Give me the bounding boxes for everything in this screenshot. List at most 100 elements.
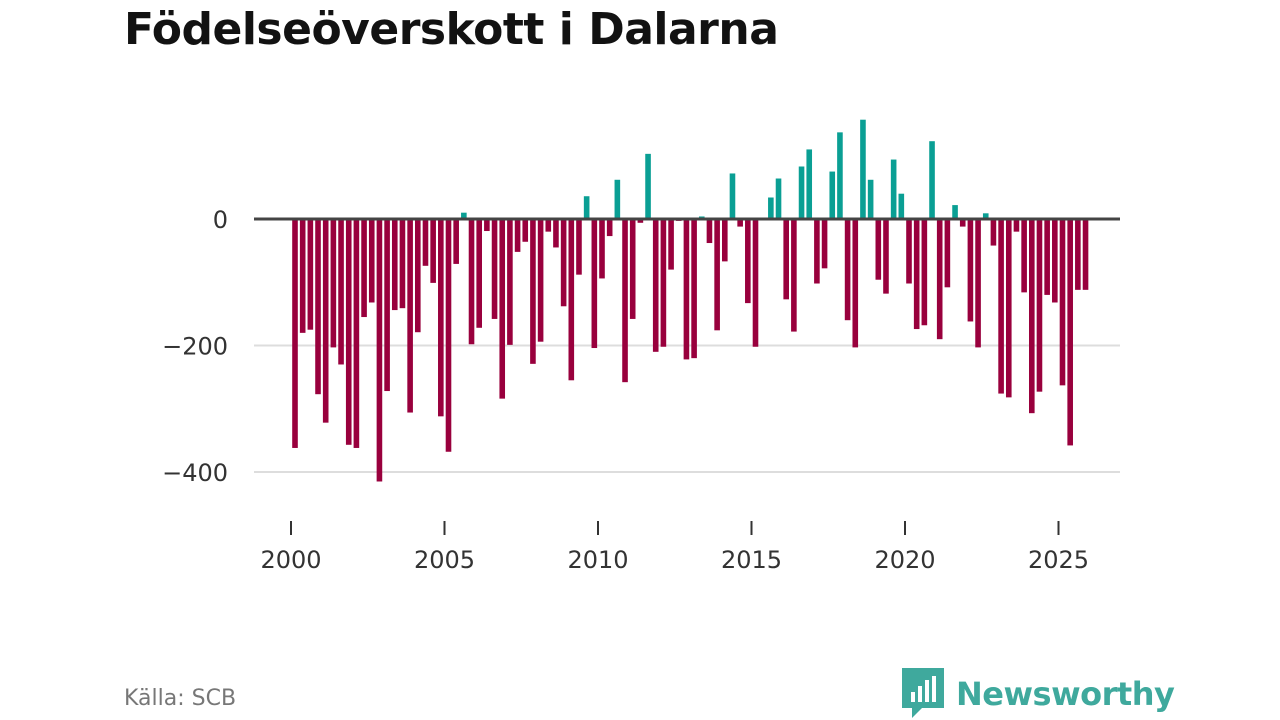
bar [1082,219,1089,290]
x-tick-label: 2015 [721,546,782,574]
bar [652,219,659,352]
gridlines [254,344,1120,473]
x-tick-label: 2005 [414,546,475,574]
bar [391,219,398,311]
bar [407,219,413,413]
bar [745,219,751,304]
bar [530,219,536,364]
bar [361,219,367,318]
x-tick-label: 2025 [1028,546,1089,574]
bar [1029,219,1035,414]
bar [1044,219,1050,295]
bar [982,213,989,219]
bar [798,166,805,219]
bar [376,219,383,482]
bar [614,179,621,219]
y-tick-label: −200 [162,333,228,361]
bar [606,219,613,237]
bar [399,219,406,309]
bar [576,219,582,275]
bar [599,219,605,279]
bar [553,219,559,248]
brand-name: Newsworthy [956,675,1175,713]
bar [860,119,866,219]
bar [660,219,667,347]
y-tick-label: 0 [213,206,228,234]
bar [299,219,306,333]
bar [944,219,951,288]
bar [1036,219,1043,392]
bar [338,219,344,365]
bar [384,219,390,392]
bar [844,219,851,321]
bar [998,219,1004,394]
bar [691,219,697,359]
bar [315,219,321,395]
bar [568,219,575,381]
bar [814,219,820,284]
bar [936,219,943,340]
bar [583,196,590,219]
source-note: Källa: SCB [124,686,237,711]
bar [445,219,452,452]
bar [1021,219,1027,293]
bar [353,219,360,448]
bar [791,219,797,332]
bar [706,219,713,244]
bar [1067,219,1073,446]
bar [545,219,552,232]
bar [737,219,743,227]
bar [453,219,459,264]
bar [821,219,828,269]
bar [959,219,966,227]
chart-title: Födelseöverskott i Dalarna [124,4,779,55]
bar [783,219,789,300]
bar [292,219,298,448]
bar [913,219,920,330]
bar-chart-icon [902,668,944,718]
bar [890,159,897,219]
bar [768,197,774,219]
bar [468,219,475,345]
bar [990,219,997,246]
bar [560,219,567,307]
bar [514,219,521,252]
bars [292,119,1089,482]
bar [484,219,490,232]
bar [875,219,882,280]
y-tick-label: −400 [162,459,228,487]
bar [368,219,375,303]
bar [330,219,337,348]
bar [975,219,981,348]
bar [722,219,728,262]
bar [806,149,813,219]
bar [537,219,544,342]
x-tick-label: 2000 [260,546,321,574]
bar [422,219,429,266]
bar [829,171,836,219]
x-tick-label: 2010 [567,546,628,574]
bar [1052,219,1058,303]
y-axis: 0 −200 −400 [162,206,228,487]
bar [438,219,444,417]
bar [906,219,912,284]
bar [507,219,513,345]
bar [898,193,905,219]
bar [1005,219,1012,398]
bar [929,141,935,219]
bar [307,219,314,330]
bar [714,219,720,331]
bar [499,219,506,399]
bar [729,173,736,219]
bar [967,219,974,322]
x-axis: 2000 2005 2010 2015 2020 2025 [260,521,1089,574]
bar [921,219,928,326]
bar [591,219,598,349]
bar [645,153,651,219]
bar [952,205,958,219]
bar [476,219,482,328]
bar [752,219,759,347]
bar [837,132,843,219]
bar [461,212,467,219]
